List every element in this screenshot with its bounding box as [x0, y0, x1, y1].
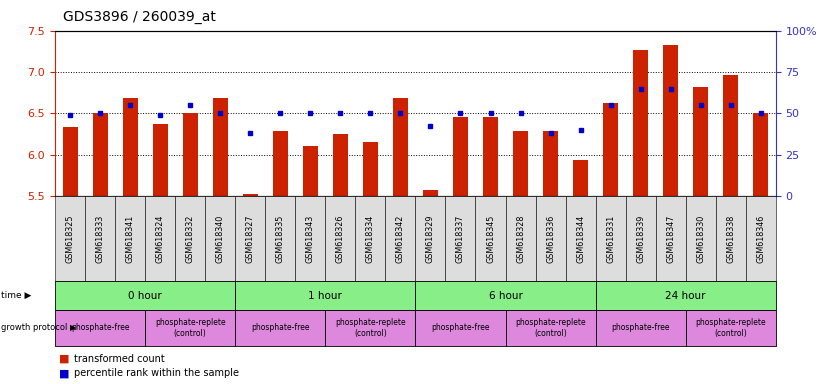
Text: GSM618329: GSM618329: [426, 214, 435, 263]
Text: 1 hour: 1 hour: [309, 291, 342, 301]
Text: GSM618334: GSM618334: [366, 214, 375, 263]
Text: GSM618338: GSM618338: [727, 214, 736, 263]
Text: phosphate-free: phosphate-free: [251, 323, 310, 333]
Bar: [633, 50, 649, 196]
Text: GSM618345: GSM618345: [486, 214, 495, 263]
Bar: [453, 117, 468, 196]
Text: GSM618340: GSM618340: [216, 214, 225, 263]
Text: ■: ■: [59, 368, 70, 378]
Text: GSM618337: GSM618337: [456, 214, 465, 263]
Text: GSM618343: GSM618343: [305, 214, 314, 263]
Text: GDS3896 / 260039_at: GDS3896 / 260039_at: [63, 10, 216, 23]
Bar: [754, 113, 768, 196]
Text: GSM618336: GSM618336: [546, 214, 555, 263]
Text: GSM618341: GSM618341: [126, 214, 135, 263]
Text: GSM618332: GSM618332: [186, 214, 195, 263]
Text: GSM618344: GSM618344: [576, 214, 585, 263]
Bar: [663, 45, 678, 196]
Text: GSM618328: GSM618328: [516, 214, 525, 263]
Text: 6 hour: 6 hour: [488, 291, 522, 301]
Bar: [543, 131, 558, 196]
Bar: [393, 98, 408, 196]
Text: GSM618325: GSM618325: [66, 214, 75, 263]
Bar: [213, 98, 227, 196]
Text: phosphate-free: phosphate-free: [431, 323, 490, 333]
Bar: [363, 142, 378, 196]
Text: phosphate-replete
(control): phosphate-replete (control): [155, 318, 226, 338]
Bar: [573, 159, 588, 196]
Bar: [93, 113, 108, 196]
Bar: [333, 134, 348, 196]
Text: GSM618333: GSM618333: [95, 214, 104, 263]
Text: phosphate-replete
(control): phosphate-replete (control): [335, 318, 406, 338]
Text: GSM618330: GSM618330: [696, 214, 705, 263]
Text: GSM618335: GSM618335: [276, 214, 285, 263]
Bar: [62, 127, 77, 196]
Text: phosphate-replete
(control): phosphate-replete (control): [695, 318, 766, 338]
Text: GSM618326: GSM618326: [336, 214, 345, 263]
Text: GSM618331: GSM618331: [606, 214, 615, 263]
Bar: [122, 98, 138, 196]
Text: GSM618346: GSM618346: [756, 214, 765, 263]
Text: phosphate-free: phosphate-free: [612, 323, 670, 333]
Bar: [723, 75, 738, 196]
Bar: [423, 190, 438, 196]
Text: GSM618339: GSM618339: [636, 214, 645, 263]
Bar: [483, 117, 498, 196]
Text: phosphate-free: phosphate-free: [71, 323, 130, 333]
Text: GSM618347: GSM618347: [666, 214, 675, 263]
Text: GSM618327: GSM618327: [245, 214, 255, 263]
Text: 24 hour: 24 hour: [666, 291, 706, 301]
Bar: [153, 124, 167, 196]
Bar: [243, 194, 258, 196]
Text: GSM618342: GSM618342: [396, 214, 405, 263]
Text: transformed count: transformed count: [74, 354, 165, 364]
Text: ■: ■: [59, 354, 70, 364]
Text: 0 hour: 0 hour: [128, 291, 162, 301]
Bar: [273, 131, 288, 196]
Bar: [303, 146, 318, 196]
Text: GSM618324: GSM618324: [156, 214, 165, 263]
Bar: [513, 131, 528, 196]
Text: time ▶: time ▶: [1, 291, 31, 300]
Bar: [182, 113, 198, 196]
Bar: [603, 103, 618, 196]
Text: percentile rank within the sample: percentile rank within the sample: [74, 368, 239, 378]
Text: phosphate-replete
(control): phosphate-replete (control): [516, 318, 586, 338]
Text: growth protocol ▶: growth protocol ▶: [1, 323, 76, 333]
Bar: [693, 87, 709, 196]
